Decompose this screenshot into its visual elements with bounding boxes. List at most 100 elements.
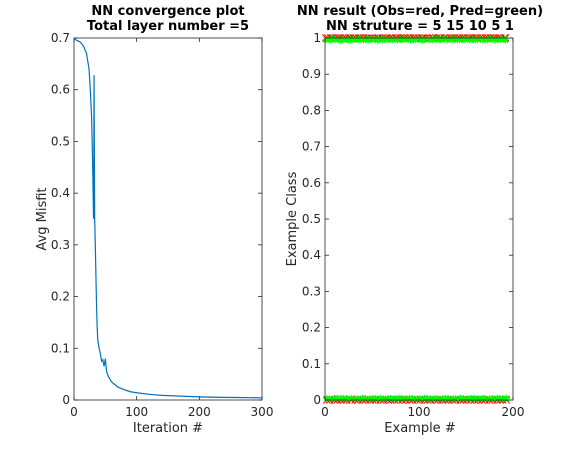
marker-pred <box>343 395 351 403</box>
marker-pred <box>378 36 386 44</box>
marker-pred <box>484 36 492 44</box>
marker-pred <box>407 36 415 44</box>
result-plot-ytick-label: 0.9 <box>302 67 321 81</box>
marker-pred <box>333 395 341 403</box>
convergence-plot-xtick-label: 0 <box>70 405 78 419</box>
marker-pred <box>476 35 484 43</box>
marker-pred <box>463 395 471 403</box>
convergence-plot-subtitle: Total layer number =5 <box>87 19 249 34</box>
marker-pred <box>440 35 448 43</box>
marker-pred <box>375 35 383 43</box>
result-plot-ytick-label: 0.2 <box>302 321 321 335</box>
marker-pred <box>357 35 365 43</box>
result-plot-ytick-label: 0.5 <box>302 212 321 226</box>
marker-pred <box>437 35 445 43</box>
marker-pred <box>452 395 460 403</box>
marker-pred <box>426 395 434 403</box>
marker-pred <box>455 36 463 44</box>
series-pred <box>322 35 510 403</box>
marker-pred <box>394 394 402 402</box>
marker-pred <box>439 395 446 403</box>
result-plot-ylabel: Example Class <box>285 171 300 266</box>
marker-pred <box>404 35 412 43</box>
marker-pred <box>336 37 344 45</box>
convergence-plot-box <box>73 37 263 401</box>
marker-pred <box>334 35 342 43</box>
result-plot-xtick-label: 200 <box>502 405 525 419</box>
marker-pred <box>339 36 347 44</box>
convergence-plot-ytick-label: 0 <box>62 393 70 407</box>
result-plot-title: NN result (Obs=red, Pred=green) <box>297 4 543 19</box>
marker-pred <box>499 395 507 403</box>
marker-pred <box>329 35 337 43</box>
convergence-plot-ytick-label: 0.4 <box>51 186 70 200</box>
convergence-plot-xtick-label: 100 <box>125 405 148 419</box>
marker-pred <box>422 35 430 43</box>
marker-pred <box>470 395 478 403</box>
marker-pred <box>360 36 368 44</box>
marker-pred <box>327 36 335 44</box>
marker-pred <box>464 35 472 43</box>
result-plot-ytick-label: 0.4 <box>302 248 321 262</box>
marker-pred <box>381 35 389 43</box>
marker-pred <box>451 35 459 43</box>
marker-pred <box>347 394 355 402</box>
convergence-plot-ticks: 0 100 200 300 0 0.1 0.2 0.3 0.4 0.5 0.6 0.7 <box>51 31 274 419</box>
convergence-plot-ytick-label: 0.1 <box>51 341 70 355</box>
marker-pred <box>361 395 369 403</box>
marker-pred <box>337 394 345 402</box>
convergence-plot-ylabel: Avg Misfit <box>35 187 50 250</box>
marker-pred <box>326 395 334 403</box>
marker-pred <box>488 395 496 403</box>
result-plot-xtick-label: 0 <box>321 405 329 419</box>
result-plot-xtick-label: 100 <box>408 405 431 419</box>
result-plot-ytick-label: 0.3 <box>302 284 321 298</box>
result-plot-axes: NN result (Obs=red, Pred=green) NN strut… <box>285 4 543 436</box>
result-plot-xlabel: Example # <box>384 421 455 436</box>
marker-pred <box>425 36 433 44</box>
result-plot-ytick-label: 0.1 <box>302 357 321 371</box>
marker-pred <box>364 36 372 44</box>
marker-pred <box>345 36 352 44</box>
marker-pred <box>342 35 350 43</box>
marker-pred <box>502 394 510 402</box>
result-plot-ytick-label: 0.6 <box>302 176 321 190</box>
marker-pred <box>391 395 399 403</box>
convergence-plot-xtick-label: 200 <box>188 405 211 419</box>
convergence-plot-ytick-label: 0.3 <box>51 238 70 252</box>
marker-pred <box>355 36 363 44</box>
marker-pred <box>398 395 406 403</box>
marker-pred <box>444 395 452 403</box>
convergence-plot-axes: NN convergence plot Total layer number =… <box>35 4 273 436</box>
marker-pred <box>459 395 467 403</box>
result-plot-subtitle: NN struture = 5 15 10 5 1 <box>326 19 514 34</box>
result-plot-ytick-label: 1 <box>313 31 321 45</box>
convergence-plot-ytick-label: 0.5 <box>51 134 70 148</box>
marker-pred <box>434 395 442 403</box>
convergence-plot-xlabel: Iteration # <box>133 421 203 436</box>
marker-pred <box>367 35 375 43</box>
marker-pred <box>481 395 489 403</box>
marker-pred <box>501 36 509 44</box>
result-plot-box <box>324 37 514 401</box>
result-plot-ytick-label: 0.7 <box>302 140 321 154</box>
marker-pred <box>392 35 399 43</box>
marker-pred <box>354 395 362 403</box>
marker-pred <box>383 36 391 44</box>
convergence-plot-title: NN convergence plot <box>91 4 244 19</box>
marker-pred <box>474 395 482 403</box>
marker-pred <box>411 36 419 44</box>
marker-pred <box>379 395 387 403</box>
marker-pred <box>429 36 437 44</box>
convergence-plot-ytick-label: 0.7 <box>51 31 70 45</box>
marker-pred <box>393 36 401 44</box>
marker-pred <box>324 35 332 43</box>
marker-pred <box>416 395 424 403</box>
marker-pred <box>466 36 474 44</box>
result-plot-ytick-label: 0.8 <box>302 103 321 117</box>
marker-pred <box>372 394 380 402</box>
marker-pred <box>491 36 499 44</box>
result-plot-ytick-label: 0 <box>313 393 321 407</box>
marker-pred <box>486 35 494 43</box>
